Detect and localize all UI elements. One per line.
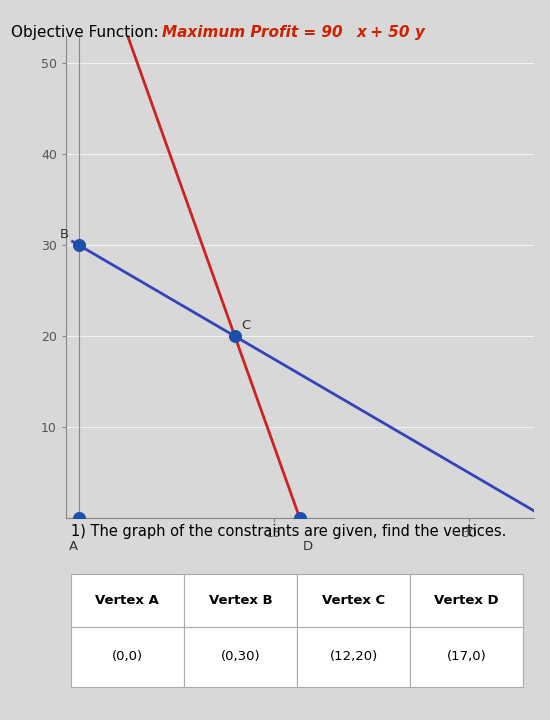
- Text: Vertex B: Vertex B: [208, 594, 272, 607]
- Text: + 50: + 50: [365, 25, 409, 40]
- Text: x: x: [356, 25, 366, 40]
- FancyBboxPatch shape: [70, 627, 184, 687]
- FancyBboxPatch shape: [410, 575, 523, 627]
- Text: D: D: [302, 540, 312, 553]
- Point: [230, 330, 239, 342]
- Text: Maximum Profit = 90: Maximum Profit = 90: [162, 25, 343, 40]
- Text: C: C: [241, 319, 251, 332]
- Text: B: B: [59, 228, 69, 241]
- Point: [75, 513, 84, 524]
- FancyBboxPatch shape: [410, 627, 523, 687]
- Point: [75, 240, 84, 251]
- Text: (0,0): (0,0): [112, 650, 143, 663]
- Text: Vertex C: Vertex C: [322, 594, 385, 607]
- Point: [295, 513, 304, 524]
- Text: 1) The graph of the constraints are given, find the vertices.: 1) The graph of the constraints are give…: [70, 523, 506, 539]
- Text: Objective Function:: Objective Function:: [11, 25, 163, 40]
- Text: y: y: [415, 25, 425, 40]
- Text: (12,20): (12,20): [329, 650, 378, 663]
- FancyBboxPatch shape: [70, 575, 184, 627]
- Text: Vertex D: Vertex D: [434, 594, 499, 607]
- FancyBboxPatch shape: [297, 575, 410, 627]
- Text: A: A: [69, 540, 78, 553]
- FancyBboxPatch shape: [297, 627, 410, 687]
- Text: (17,0): (17,0): [447, 650, 487, 663]
- Text: Vertex A: Vertex A: [95, 594, 159, 607]
- Text: (0,30): (0,30): [221, 650, 260, 663]
- FancyBboxPatch shape: [184, 627, 297, 687]
- FancyBboxPatch shape: [184, 575, 297, 627]
